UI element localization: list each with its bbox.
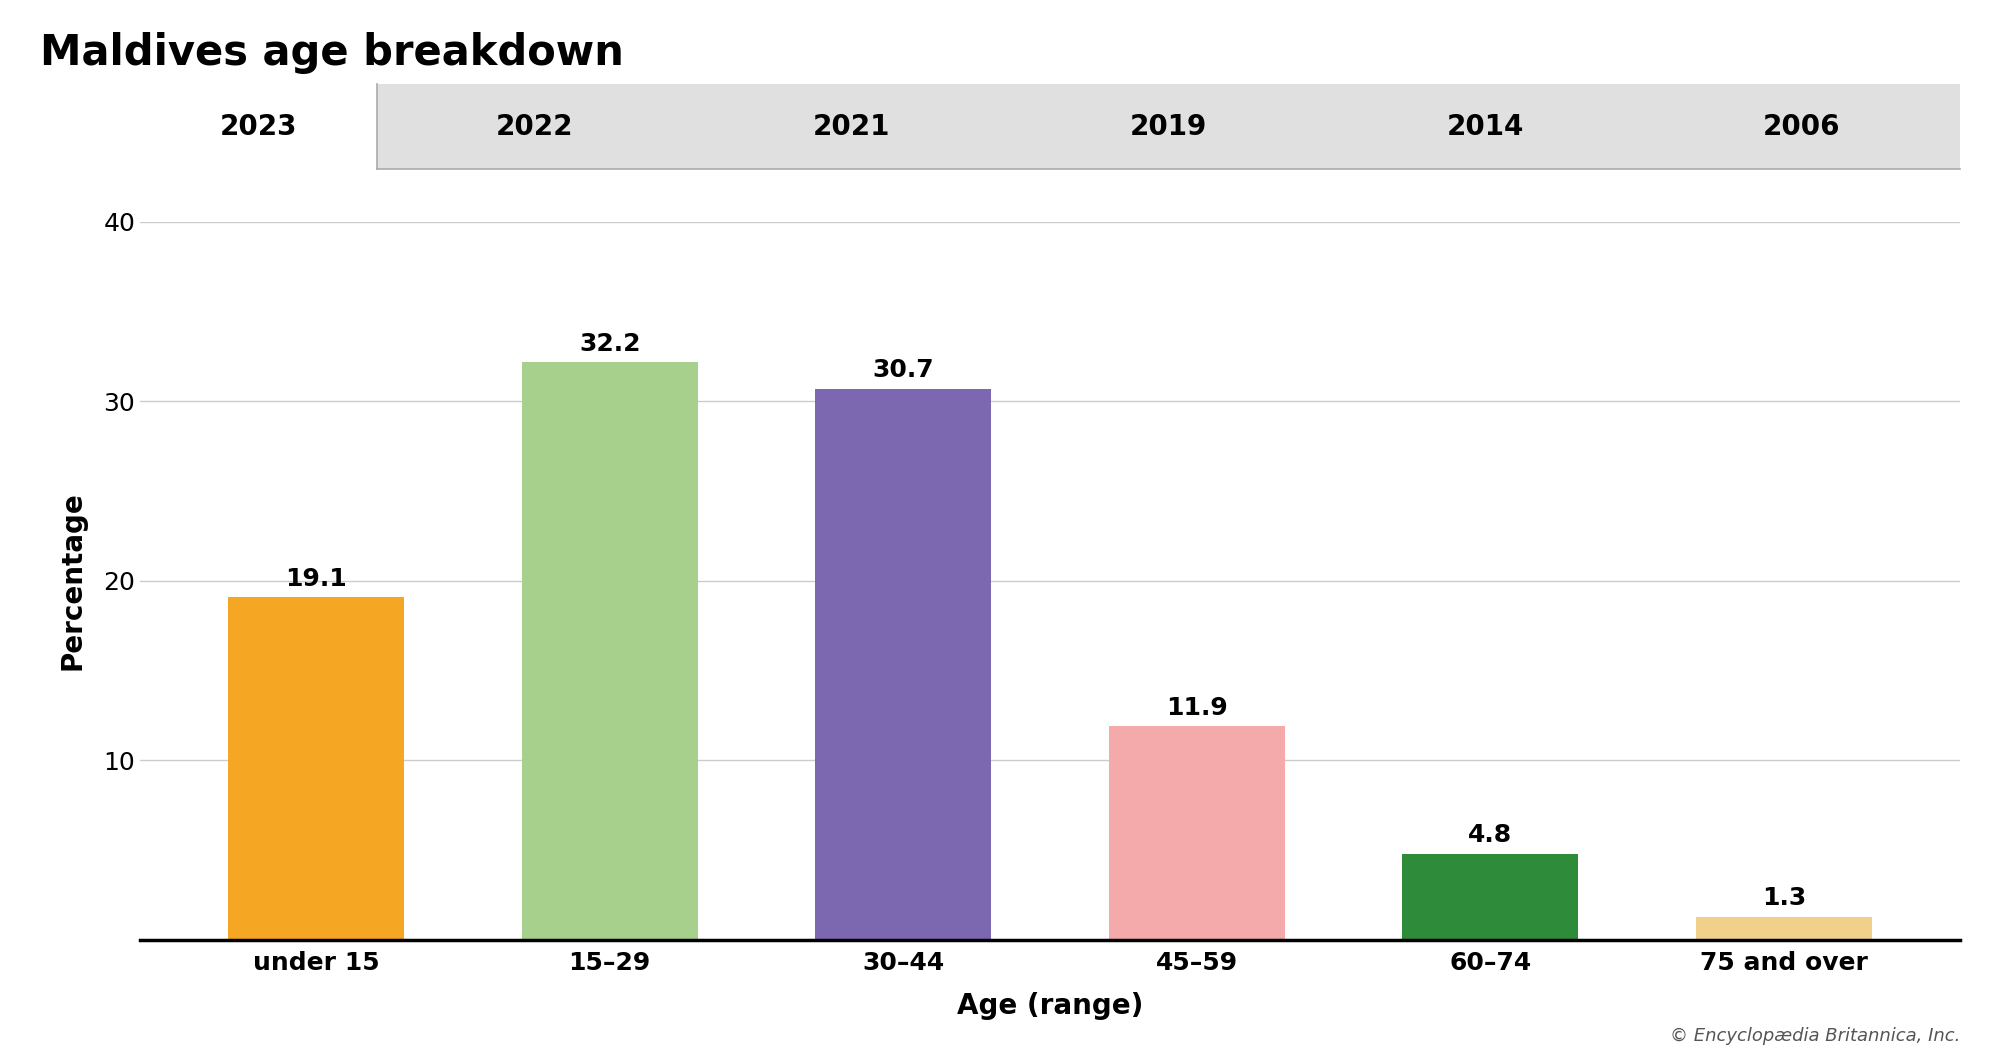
Text: 19.1: 19.1 — [286, 567, 348, 590]
Bar — [522, 362, 698, 940]
Bar — [228, 597, 404, 940]
Bar — [1696, 917, 1872, 940]
Text: 4.8: 4.8 — [1468, 824, 1512, 847]
Text: 2006: 2006 — [1762, 113, 1840, 140]
Text: © Encyclopædia Britannica, Inc.: © Encyclopædia Britannica, Inc. — [1670, 1027, 1960, 1045]
X-axis label: Age (range): Age (range) — [956, 992, 1144, 1020]
Bar — [1402, 853, 1578, 940]
Text: 11.9: 11.9 — [1166, 696, 1228, 720]
Y-axis label: Percentage: Percentage — [58, 491, 86, 671]
Bar — [816, 389, 992, 940]
Text: 30.7: 30.7 — [872, 358, 934, 382]
Text: 2022: 2022 — [496, 113, 574, 140]
Text: 1.3: 1.3 — [1762, 886, 1806, 910]
Text: 2014: 2014 — [1446, 113, 1524, 140]
Text: 2023: 2023 — [220, 113, 298, 140]
Text: 2021: 2021 — [812, 113, 890, 140]
Text: 32.2: 32.2 — [578, 332, 640, 356]
Text: Maldives age breakdown: Maldives age breakdown — [40, 32, 624, 74]
Text: 2019: 2019 — [1130, 113, 1206, 140]
Bar — [1108, 727, 1284, 940]
